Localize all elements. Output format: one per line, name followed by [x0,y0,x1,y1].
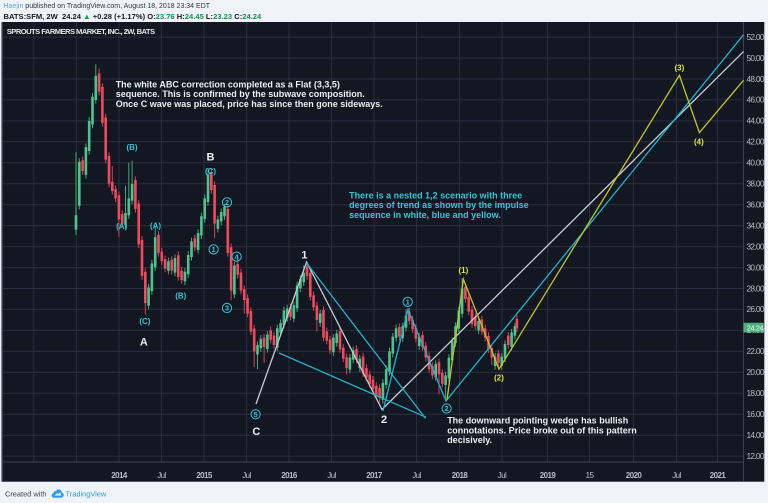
svg-text:24.24: 24.24 [747,324,764,333]
svg-text:12.00: 12.00 [747,451,765,461]
svg-text:Jul: Jul [242,471,251,480]
svg-text:2016: 2016 [281,471,298,480]
svg-text:26.00: 26.00 [747,304,765,314]
svg-text:5: 5 [254,410,258,419]
svg-text:32.00: 32.00 [747,241,765,251]
svg-text:B: B [207,151,215,163]
svg-text:(1): (1) [459,266,469,275]
svg-text:48.00: 48.00 [747,74,765,84]
svg-text:The downward pointing wedge ha: The downward pointing wedge has bullish [447,415,628,425]
svg-text:18.00: 18.00 [747,388,765,398]
svg-text:1: 1 [301,249,307,261]
svg-text:(B): (B) [126,143,137,152]
svg-text:2019: 2019 [540,471,557,480]
svg-text:connotations. Price broke out: connotations. Price broke out of this pa… [447,425,637,435]
svg-text:14.00: 14.00 [747,430,765,440]
svg-text:(3): (3) [675,63,685,72]
svg-text:Once C wave was placed, price: Once C wave was placed, price has since … [116,99,383,109]
svg-text:22.00: 22.00 [747,346,765,356]
svg-text:There is a nested 1,2 scenario: There is a nested 1,2 scenario with thre… [349,190,522,200]
svg-text:Jul: Jul [412,471,421,480]
svg-text:2: 2 [225,198,229,207]
svg-text:sequence. This is confirmed by: sequence. This is confirmed by the subwa… [116,89,365,99]
svg-text:2: 2 [445,404,449,413]
svg-text:2015: 2015 [196,471,213,480]
svg-text:3: 3 [225,304,229,313]
svg-text:36.00: 36.00 [747,200,765,210]
svg-text:46.00: 46.00 [747,95,765,105]
svg-text:30.00: 30.00 [747,262,765,272]
svg-text:Jul: Jul [157,471,166,480]
svg-text:52.00: 52.00 [747,32,765,42]
svg-text:2021: 2021 [710,471,727,480]
svg-text:16.00: 16.00 [747,409,765,419]
svg-text:42.00: 42.00 [747,137,765,147]
svg-text:40.00: 40.00 [747,158,765,168]
svg-text:4: 4 [235,252,240,261]
svg-text:(4): (4) [694,137,704,146]
svg-text:Jul: Jul [327,471,336,480]
svg-text:15: 15 [586,471,595,480]
svg-text:28.00: 28.00 [747,283,765,293]
svg-text:Jul: Jul [498,471,507,480]
svg-text:20.00: 20.00 [747,367,765,377]
svg-text:34.00: 34.00 [747,220,765,230]
svg-text:2014: 2014 [111,471,128,480]
svg-text:2018: 2018 [452,471,469,480]
svg-text:decisively.: decisively. [447,435,492,445]
svg-text:The white ABC correction compl: The white ABC correction completed as a … [116,79,340,89]
svg-text:SPROUTS FARMERS MARKET, INC.,: SPROUTS FARMERS MARKET, INC., 2W, BATS [7,27,155,36]
svg-text:(A): (A) [150,222,161,231]
svg-text:(B): (B) [175,292,186,301]
svg-text:sequence in white, blue and ye: sequence in white, blue and yellow. [349,210,501,220]
svg-text:38.00: 38.00 [747,179,765,189]
svg-text:2: 2 [381,414,387,426]
svg-text:(C): (C) [205,167,216,176]
svg-text:50.00: 50.00 [747,53,765,63]
svg-text:2017: 2017 [366,471,383,480]
svg-text:44.00: 44.00 [747,116,765,126]
svg-text:2020: 2020 [626,471,643,480]
svg-text:degrees of trend as shown by t: degrees of trend as shown by the impulse [349,200,529,210]
svg-text:(C): (C) [139,317,150,326]
svg-text:(2): (2) [494,374,504,383]
svg-text:C: C [252,426,260,438]
svg-text:1: 1 [406,298,410,307]
svg-text:1: 1 [212,245,216,254]
svg-text:Jul: Jul [672,471,681,480]
svg-text:(A): (A) [116,222,127,231]
svg-text:A: A [140,336,148,348]
